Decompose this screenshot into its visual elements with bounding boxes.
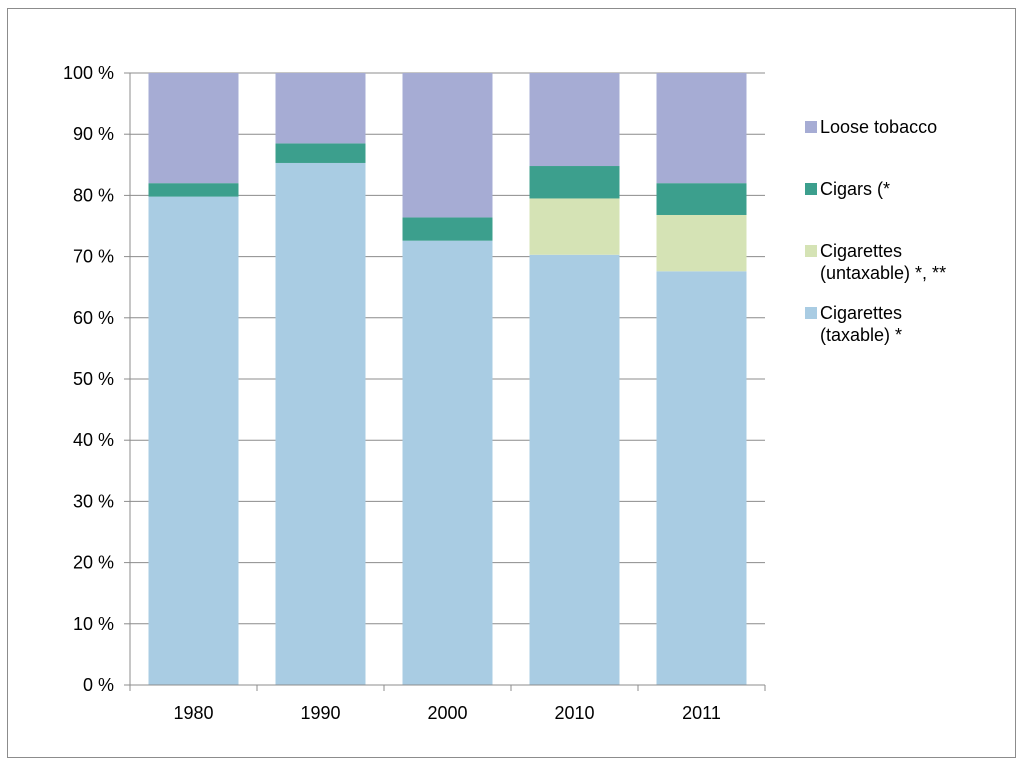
bar-stacks — [148, 73, 747, 686]
bar-segment — [656, 271, 747, 685]
legend-item: Loose tobacco — [805, 116, 995, 138]
legend-swatch — [805, 245, 817, 257]
legend-swatch — [805, 307, 817, 319]
bar-segment — [275, 143, 366, 163]
bar-segment — [656, 73, 747, 184]
y-tick-label: 70 % — [73, 247, 114, 267]
bar-segment — [656, 183, 747, 215]
x-tick-label: 2000 — [427, 703, 467, 723]
y-tick-label: 20 % — [73, 553, 114, 573]
legend-label: Cigars (* — [820, 179, 891, 199]
legend-item: Cigarettes (taxable) * — [805, 302, 995, 346]
x-tick-label: 1990 — [300, 703, 340, 723]
x-tick-label: 2010 — [554, 703, 594, 723]
bar-segment — [402, 217, 493, 241]
legend-swatch — [805, 183, 817, 195]
y-tick-label: 50 % — [73, 369, 114, 389]
bar-segment — [275, 162, 366, 686]
x-axis-tick-labels: 1980 1990 2000 2010 2011 — [173, 703, 720, 723]
legend-label: Loose tobacco — [820, 117, 938, 137]
legend-label: Cigarettes (taxable) * — [820, 303, 903, 345]
y-axis-tick-labels: 0 % 10 % 20 % 30 % 40 % 50 % 60 % 70 % 80 % 90 % 1… — [63, 63, 114, 695]
bar-segment — [402, 73, 493, 218]
bar-segment — [148, 196, 239, 685]
y-tick-label: 90 % — [73, 124, 114, 144]
legend-label: Cigarettes (untaxable) *, ** — [820, 241, 947, 283]
bar-segment — [529, 254, 620, 685]
y-tick-label: 80 % — [73, 185, 114, 205]
bar-segment — [402, 240, 493, 686]
bar-segment — [148, 183, 239, 197]
bar-segment — [275, 73, 366, 144]
bar-segment — [529, 166, 620, 199]
y-tick-label: 60 % — [73, 308, 114, 328]
bar-segment — [529, 198, 620, 255]
y-tick-label: 40 % — [73, 430, 114, 450]
x-tick-label: 2011 — [682, 703, 721, 723]
y-tick-label: 10 % — [73, 614, 114, 634]
bar-segment — [529, 73, 620, 167]
chart-frame: 0 % 10 % 20 % 30 % 40 % 50 % 60 % 70 % 80 % 90 % 1… — [7, 8, 1016, 758]
y-tick-label: 100 % — [63, 63, 114, 83]
y-tick-label: 0 % — [83, 675, 114, 695]
legend-swatch — [805, 121, 817, 133]
stacked-bar-chart: 0 % 10 % 20 % 30 % 40 % 50 % 60 % 70 % 80 % 90 % 1… — [63, 63, 766, 723]
x-tick-label: 1980 — [173, 703, 213, 723]
y-tick-label: 30 % — [73, 491, 114, 511]
bar-segment — [656, 214, 747, 272]
axes — [124, 72, 766, 691]
bar-segment — [148, 73, 239, 184]
legend-item: Cigars (* — [805, 178, 995, 200]
legend-item: Cigarettes (untaxable) *, ** — [805, 240, 995, 284]
